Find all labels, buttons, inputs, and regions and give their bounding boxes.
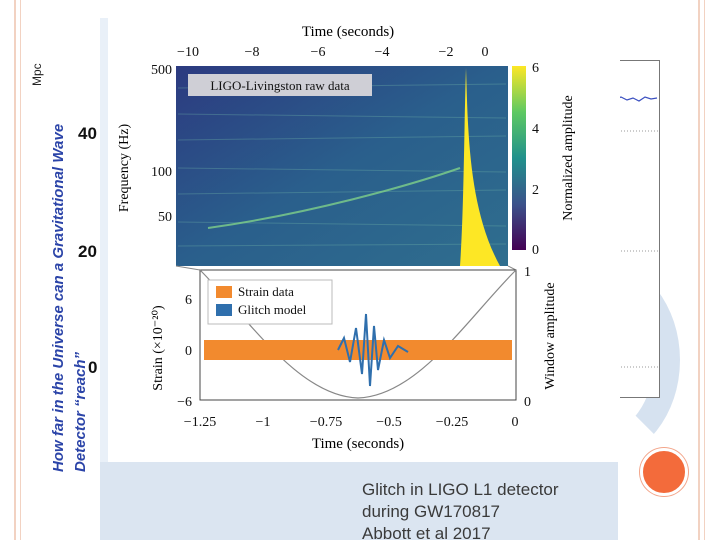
spectrogram-panel: LIGO-Livingston raw data <box>176 66 508 266</box>
legend-strain-data: Strain data <box>238 284 294 299</box>
strain-x-tick: −0.25 <box>436 415 468 430</box>
spectrogram-time-tick: 0 <box>482 45 489 60</box>
background-plot-tick-20: 20 <box>78 242 97 261</box>
window-amplitude-tick: 1 <box>524 265 531 280</box>
strain-y-tick: 0 <box>185 344 192 359</box>
slide-border-left <box>14 0 16 540</box>
background-plot-unit: Mpc <box>30 63 44 86</box>
glitch-figure: Time (seconds) −10 −8 −6 −4 −2 0 <box>108 18 620 462</box>
colorbar <box>512 66 526 250</box>
strain-y-tick: −6 <box>177 395 192 410</box>
slide-border-left-inner <box>20 0 21 540</box>
strain-y-axis-title: Strain (×10⁻²⁰) <box>151 305 166 391</box>
spectrogram-time-tick: −2 <box>439 45 454 60</box>
spectrogram-y-tick: 100 <box>151 165 172 180</box>
spectrogram-panel-label: LIGO-Livingston raw data <box>210 78 350 93</box>
colorbar-tick: 0 <box>532 243 539 258</box>
strain-x-tick: −0.75 <box>310 415 342 430</box>
legend-glitch-model: Glitch model <box>238 302 307 317</box>
strain-y-tick: 6 <box>185 293 192 308</box>
slide-border-right <box>698 0 700 540</box>
spectrogram-time-tick: −4 <box>375 45 390 60</box>
colorbar-tick: 2 <box>532 183 539 198</box>
strain-x-tick: −1.25 <box>184 415 216 430</box>
background-plot-title-line2: Detector “reach” <box>72 351 89 472</box>
spectrogram-y-tick: 50 <box>158 210 172 225</box>
caption-line-1: Glitch in LIGO L1 detector <box>362 480 559 499</box>
strain-x-tick: −1 <box>256 415 271 430</box>
spectrogram-time-tick: −8 <box>245 45 260 60</box>
strain-x-axis-title: Time (seconds) <box>312 436 404 452</box>
spectrogram-time-tick: −6 <box>311 45 326 60</box>
strain-x-tick: 0 <box>512 415 519 430</box>
background-plot-tick-40: 40 <box>78 124 97 143</box>
strain-panel: Strain data Glitch model <box>199 269 517 401</box>
spectrogram-time-tick: −10 <box>177 45 199 60</box>
colorbar-tick: 6 <box>532 61 539 76</box>
background-plot-tick-0: 0 <box>88 358 98 377</box>
spectrogram-time-axis-title: Time (seconds) <box>302 24 394 40</box>
window-amplitude-tick: 0 <box>524 395 531 410</box>
caption-line-3: Abbott et al 2017 <box>362 524 491 540</box>
strain-x-tick: −0.5 <box>376 415 401 430</box>
spectrogram-y-tick: 500 <box>151 63 172 78</box>
orange-circle-decoration <box>640 448 688 496</box>
window-amplitude-title: Window amplitude <box>543 282 558 389</box>
background-plot-title-line1: How far in the Universe can a Gravitatio… <box>50 123 67 472</box>
background-panel-lower <box>100 462 618 540</box>
caption-line-2: during GW170817 <box>362 502 500 521</box>
slide-border-right-inner <box>704 0 705 540</box>
background-range-curve <box>614 96 659 368</box>
colorbar-tick: 4 <box>532 122 539 137</box>
colorbar-title: Normalized amplitude <box>561 95 576 221</box>
spectrogram-y-axis-title: Frequency (Hz) <box>117 124 132 213</box>
